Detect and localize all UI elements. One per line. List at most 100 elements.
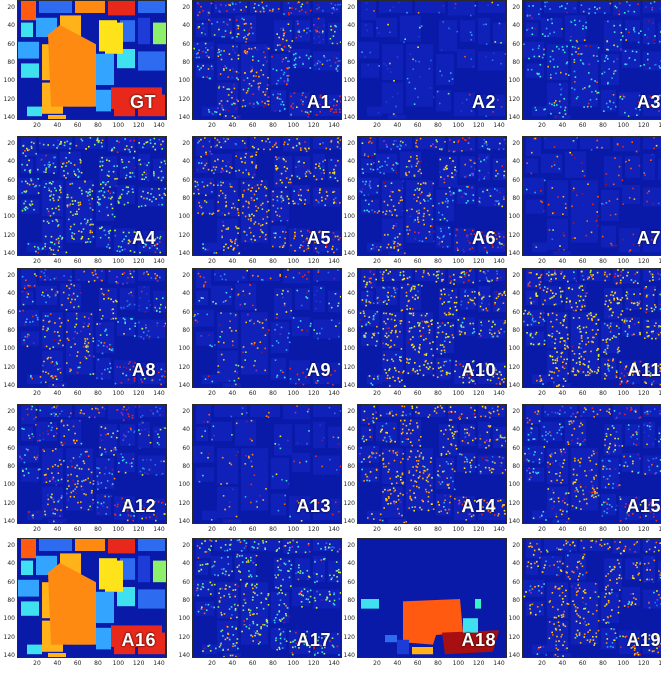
- y-tick-label: 40: [182, 290, 190, 298]
- map-image: [193, 137, 341, 255]
- x-tick-label: 80: [94, 660, 102, 667]
- y-tick-label: 80: [512, 59, 520, 66]
- x-tick-label: 60: [578, 258, 587, 265]
- x-tick-label: 100: [112, 660, 125, 667]
- classification-map: A14: [357, 404, 507, 524]
- panel-a19: A19 20 40 60 80 100 120 140 20 40 60 80 100 120 140: [508, 538, 661, 672]
- y-tick-label: 20: [182, 140, 190, 147]
- field-region: [75, 405, 105, 417]
- field-region: [193, 41, 214, 59]
- x-tick-label: 100: [112, 122, 125, 129]
- y-tick-label: 120: [343, 633, 355, 641]
- x-tick-label: 80: [434, 526, 442, 533]
- field-region: [532, 242, 547, 253]
- x-tick-label: 120: [472, 122, 485, 129]
- segment-region: [385, 635, 397, 643]
- x-tick-label: 40: [393, 526, 402, 533]
- y-tick-label: 60: [347, 444, 355, 452]
- x-tick-label: 80: [269, 122, 277, 129]
- field-region: [274, 558, 292, 590]
- field-region: [523, 579, 544, 597]
- field-region: [117, 317, 135, 337]
- field-region: [382, 44, 403, 81]
- class-region: [39, 539, 72, 551]
- field-region: [604, 558, 622, 590]
- field-region: [604, 20, 622, 52]
- field-region: [138, 421, 150, 449]
- x-tick-label: 60: [73, 660, 82, 667]
- panel-label: GT: [130, 92, 156, 112]
- field-region: [18, 177, 39, 195]
- y-tick-label: 40: [347, 290, 355, 298]
- y-tick-label: 100: [3, 345, 15, 353]
- x-tick-label: 20: [208, 660, 216, 667]
- field-region: [214, 405, 247, 417]
- map-image: [523, 1, 661, 119]
- field-region: [565, 151, 586, 178]
- field-region: [289, 360, 310, 385]
- class-region: [18, 579, 39, 597]
- field-region: [658, 158, 661, 181]
- classification-map: A5: [192, 136, 342, 256]
- field-region: [643, 498, 661, 521]
- y-tick-label: 20: [347, 140, 355, 147]
- field-region: [460, 288, 475, 310]
- y-tick-label: 140: [343, 518, 355, 525]
- y-tick-label: 100: [3, 77, 15, 85]
- field-region: [36, 421, 57, 441]
- field-region: [138, 153, 150, 181]
- field-region: [613, 137, 640, 152]
- y-tick-label: 80: [347, 195, 355, 202]
- class-region: [21, 560, 33, 575]
- y-tick-label: 100: [178, 481, 190, 489]
- x-tick-label: 60: [413, 258, 422, 265]
- x-tick-label: 60: [73, 526, 82, 533]
- field-region: [196, 405, 211, 425]
- field-region: [48, 251, 66, 255]
- panel-gt: GT 20 40 60 80 100 120 140 20 40 60 80 100 120 140: [3, 0, 171, 134]
- y-tick-label: 120: [343, 363, 355, 371]
- y-tick-label: 40: [512, 22, 520, 30]
- x-tick-label: 40: [558, 526, 567, 533]
- x-tick-label: 80: [94, 122, 102, 129]
- field-region: [271, 591, 289, 623]
- field-region: [361, 158, 373, 173]
- field-region: [376, 421, 397, 441]
- map-image: [358, 137, 506, 255]
- map-image: [361, 599, 499, 655]
- y-tick-label: 100: [3, 615, 15, 623]
- class-region: [75, 539, 105, 551]
- field-region: [21, 269, 36, 289]
- class-region: [153, 560, 166, 583]
- field-region: [619, 496, 640, 521]
- x-tick-label: 60: [413, 390, 422, 397]
- field-region: [388, 115, 406, 119]
- x-tick-label: 120: [307, 258, 320, 265]
- y-tick-label: 40: [512, 290, 520, 298]
- x-tick-label: 20: [208, 526, 216, 533]
- panel-a5: A5 20 40 60 80 100 120 140 20 40 60 80 100 120 140: [178, 136, 346, 270]
- field-region: [138, 187, 165, 207]
- x-tick-label: 120: [307, 122, 320, 129]
- y-tick-label: 100: [3, 213, 15, 221]
- field-region: [601, 457, 619, 489]
- field-region: [283, 137, 310, 152]
- y-tick-label: 100: [508, 615, 520, 623]
- y-tick-label: 20: [7, 272, 15, 279]
- field-region: [448, 137, 475, 152]
- x-tick-label: 40: [53, 660, 62, 667]
- segment-region: [475, 599, 481, 609]
- field-region: [436, 53, 454, 85]
- field-region: [361, 137, 376, 157]
- x-tick-label: 80: [269, 390, 277, 397]
- field-region: [388, 383, 406, 387]
- field-region: [99, 156, 117, 188]
- field-region: [478, 285, 490, 313]
- y-tick-label: 100: [508, 481, 520, 489]
- class-region: [138, 51, 165, 71]
- y-tick-label: 20: [512, 542, 520, 549]
- y-tick-label: 80: [512, 195, 520, 202]
- y-tick-label: 100: [343, 481, 355, 489]
- field-region: [601, 321, 619, 353]
- field-region: [454, 228, 475, 253]
